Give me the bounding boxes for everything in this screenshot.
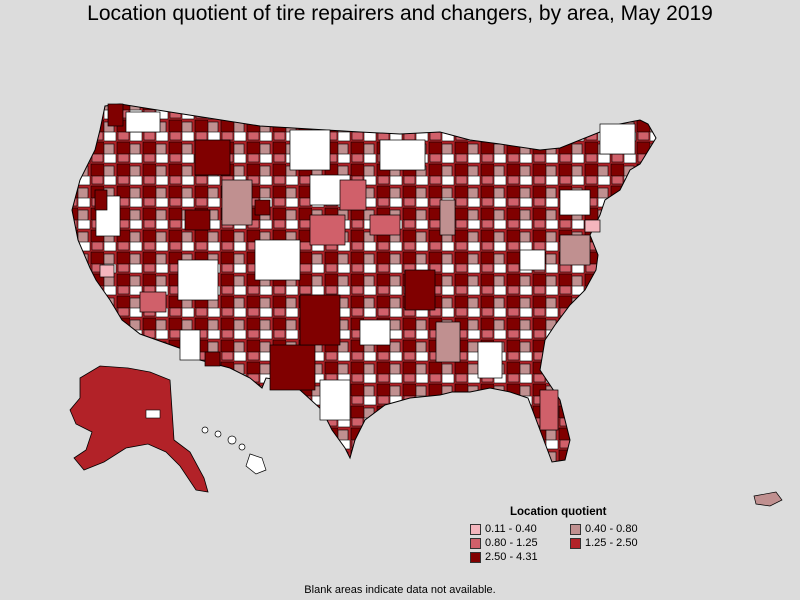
high-quotient-areas (94, 103, 436, 391)
medium-quotient-areas (99, 179, 601, 431)
legend: Location quotient 0.11 - 0.40 0.40 - 0.8… (470, 506, 670, 563)
legend-label: 0.11 - 0.40 (485, 523, 537, 535)
legend-item: 0.80 - 1.25 (470, 537, 570, 549)
legend-title: Location quotient (510, 506, 607, 518)
legend-label: 0.80 - 1.25 (485, 537, 538, 549)
legend-swatch (570, 537, 581, 549)
puerto-rico (753, 491, 783, 507)
legend-swatch (570, 523, 581, 535)
alaska-no-data (145, 409, 161, 419)
alaska (69, 365, 209, 493)
legend-label: 1.25 - 2.50 (585, 537, 638, 549)
legend-item: 2.50 - 4.31 (470, 551, 570, 563)
legend-label: 0.40 - 0.80 (585, 523, 638, 535)
legend-swatch (470, 551, 481, 563)
no-data-areas (95, 111, 636, 421)
map-title: Location quotient of tire repairers and … (87, 2, 713, 25)
legend-item: 1.25 - 2.50 (570, 537, 670, 549)
legend-item: 0.11 - 0.40 (470, 523, 570, 535)
legend-item: 0.40 - 0.80 (570, 523, 670, 535)
legend-label: 2.50 - 4.31 (485, 551, 538, 563)
legend-swatch (470, 537, 481, 549)
legend-swatch (470, 523, 481, 535)
footnote: Blank areas indicate data not available. (304, 584, 496, 596)
hawaii (201, 426, 267, 475)
